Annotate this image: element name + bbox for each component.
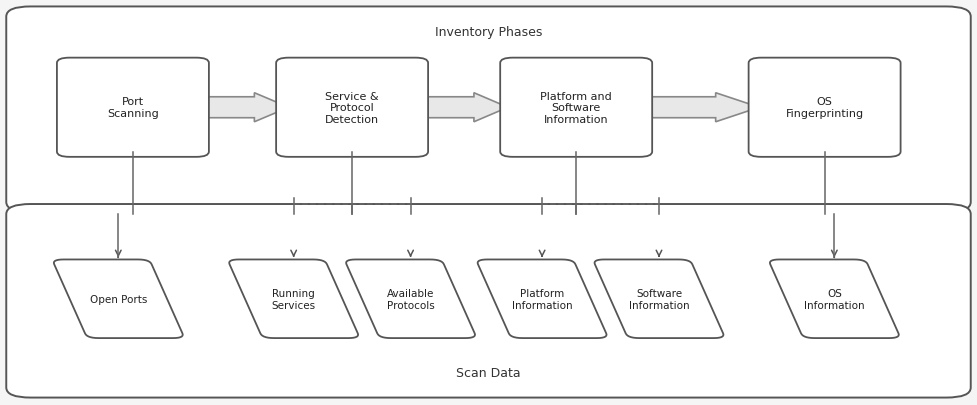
FancyBboxPatch shape bbox=[748, 58, 901, 158]
Text: Platform
Information: Platform Information bbox=[512, 288, 573, 310]
Polygon shape bbox=[230, 260, 359, 338]
Polygon shape bbox=[54, 260, 183, 338]
Text: Running
Services: Running Services bbox=[272, 288, 316, 310]
Polygon shape bbox=[595, 260, 723, 338]
FancyBboxPatch shape bbox=[276, 58, 428, 158]
Text: Port
Scanning: Port Scanning bbox=[107, 97, 159, 119]
Polygon shape bbox=[198, 94, 289, 122]
Polygon shape bbox=[418, 94, 508, 122]
Text: Software
Information: Software Information bbox=[628, 288, 690, 310]
FancyBboxPatch shape bbox=[6, 7, 971, 213]
FancyBboxPatch shape bbox=[57, 58, 209, 158]
Text: Scan Data: Scan Data bbox=[456, 366, 521, 379]
Polygon shape bbox=[346, 260, 475, 338]
Text: Platform and
Software
Information: Platform and Software Information bbox=[540, 92, 612, 124]
Text: Service &
Protocol
Detection: Service & Protocol Detection bbox=[325, 92, 379, 124]
Text: Open Ports: Open Ports bbox=[90, 294, 147, 304]
FancyBboxPatch shape bbox=[500, 58, 653, 158]
FancyBboxPatch shape bbox=[6, 205, 971, 398]
Text: Available
Protocols: Available Protocols bbox=[387, 288, 435, 310]
Polygon shape bbox=[770, 260, 899, 338]
Text: Inventory Phases: Inventory Phases bbox=[435, 26, 542, 39]
Polygon shape bbox=[645, 94, 759, 122]
Text: OS
Fingerprinting: OS Fingerprinting bbox=[786, 97, 864, 119]
Polygon shape bbox=[478, 260, 607, 338]
Text: OS
Information: OS Information bbox=[804, 288, 865, 310]
